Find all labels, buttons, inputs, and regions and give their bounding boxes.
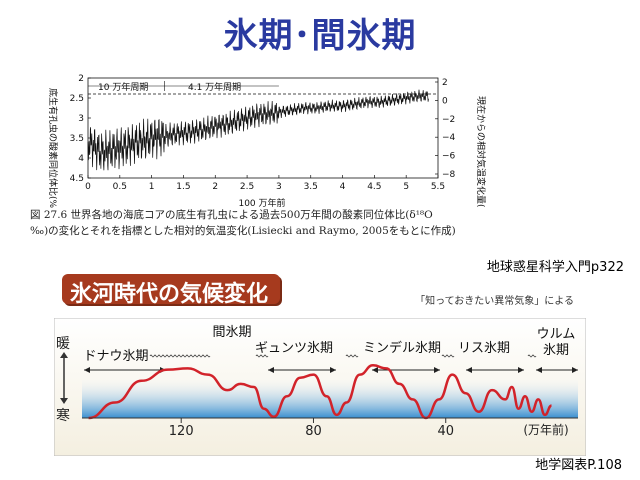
oxygen-isotope-chart: 0 0.5 1 1.5 2 2.5 3 3.5 4 4.5 5 5.5 2 2.5 3 3.5 4 4.5 2 0 −2… [47,74,487,208]
top-x-tick-label: 4 [340,182,346,192]
axis-cold-label: 寒 [56,407,70,424]
bottom-x-tick-label: 120 [169,424,194,439]
bottom-x-tick-label: 40 [437,424,454,439]
annotation-41k: 4.1 万年周期 [188,81,241,93]
bottom-chart-xlabel: (万年前) [523,422,568,437]
top-y-tick-label: 3 [78,114,84,124]
top-y-tick-label: 2 [78,74,84,84]
isotope-series-line [87,89,429,171]
period-label: ウルム [537,327,576,342]
axis-warm-label: 暖 [56,336,70,352]
annotation-100k: 10 万年周期 [98,81,148,93]
wavy-separator [345,354,359,358]
top-x-tick-label: 5.5 [431,182,445,192]
wavy-separator [149,354,211,358]
top-x-tick-label: 2 [212,182,218,192]
period-arrows [84,367,578,373]
top-chart-ticks: 0 0.5 1 1.5 2 2.5 3 3.5 4 4.5 5 5.5 2 2.5 3 3.5 4 4.5 2 0 −2… [70,74,456,192]
top-x-tick-label: 5 [403,182,409,192]
source-citation-top: 地球惑星科学入門p322 [486,260,624,275]
top-y-tick-label: 3.5 [70,134,84,144]
top-x-tick-label: 2.5 [240,182,254,192]
top-x-tick-label: 1 [149,182,155,192]
period-label: 間氷期 [212,325,251,340]
top-chart-axes [87,77,439,179]
top-x-tick-label: 4.5 [367,182,381,192]
top-x-tick-label: 0.5 [113,182,127,192]
top-x-tick-label: 0 [85,182,91,192]
top-y-tick-label: 4 [78,154,84,164]
top-y-tick-label: 2.5 [70,94,84,104]
banner-title: 氷河時代の気候変化 [70,282,269,307]
period-label: ミンデル氷期 [363,340,441,356]
period-label: ギュンツ氷期 [255,341,333,356]
top-x-tick-label: 1.5 [176,182,190,192]
period-label: リス氷期 [458,341,510,356]
wavy-separator [441,354,455,358]
period-label: 氷期 [543,343,569,358]
figure-reference: 「知っておきたい異常気象」による [415,296,574,307]
wavy-separator [255,354,269,358]
top-x-tick-label: 3.5 [304,182,318,192]
top-y-tick-label: 4.5 [70,174,84,184]
warm-cold-arrowheads [60,352,68,404]
period-arrowhead [466,367,524,373]
top-y-right-tick-label: −6 [442,152,456,162]
bottom-chart-ticks: 120 80 40 [169,418,454,439]
top-x-tick-label: 3 [276,182,282,192]
wavy-separator [527,354,537,358]
cold-shading [82,376,578,418]
climate-curve [88,364,552,420]
top-y-right-tick-label: −4 [442,133,456,143]
top-y-right-tick-label: −8 [442,170,456,180]
top-plot-frame [87,77,439,179]
period-label: ドナウ氷期 [83,349,148,364]
figure-caption-line1: 図 27.6 世界各地の海底コアの底生有孔虫による過去500万年間の酸素同位体比… [30,209,433,221]
top-y-right-tick-label: −2 [442,115,455,125]
bottom-x-tick-label: 80 [305,424,322,439]
source-citation-bottom: 地学図表P.108 [535,458,622,473]
banner-background [62,274,280,304]
top-chart-ylabel: 底生有孔虫の酸素同位体比(‰) [47,88,59,208]
top-chart-ylabel-right: 現在からの相対気温変化量(℃) [475,96,487,208]
slide-title: 氷期･間氷期 [223,16,417,56]
top-y-right-tick-label: 2 [442,78,448,88]
top-y-right-tick-label: 0 [442,96,448,106]
figure-caption-line2: ‰)の変化とそれを指標とした相対的気温変化(Lisiecki and Raymo… [30,225,456,237]
top-chart-xlabel: 100 万年前 [238,197,285,208]
